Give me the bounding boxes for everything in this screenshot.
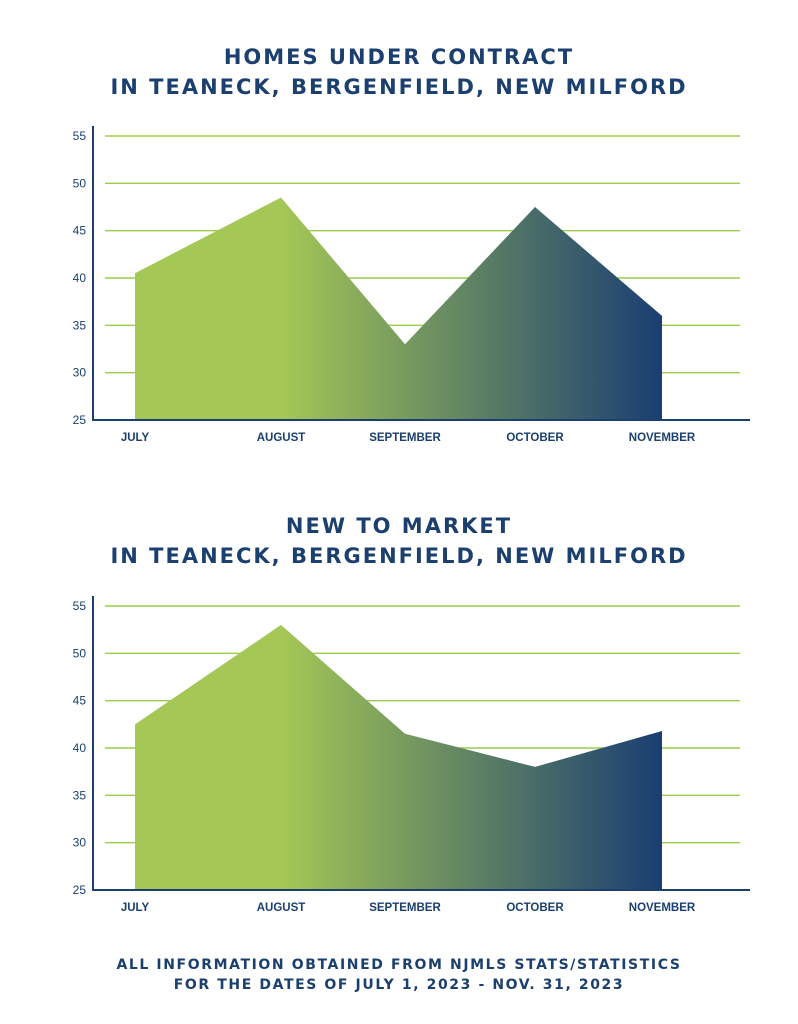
y-tick-label: 30 bbox=[73, 836, 87, 850]
y-tick-label: 45 bbox=[73, 694, 87, 708]
source-footnote: ALL INFORMATION OBTAINED FROM NJMLS STAT… bbox=[0, 955, 798, 995]
y-tick-label: 55 bbox=[73, 599, 87, 613]
y-tick-label: 25 bbox=[73, 413, 87, 427]
x-tick-label: AUGUST bbox=[257, 902, 306, 914]
x-tick-label: OCTOBER bbox=[506, 432, 564, 444]
y-tick-label: 30 bbox=[73, 366, 87, 380]
x-tick-label: JULY bbox=[121, 432, 150, 444]
footnote-line-2: FOR THE DATES OF JULY 1, 2023 - NOV. 31,… bbox=[173, 977, 625, 993]
chart-title-homes-under-contract: HOMES UNDER CONTRACT IN TEANECK, BERGENF… bbox=[0, 42, 798, 102]
chart-title-line-1: HOMES UNDER CONTRACT bbox=[223, 45, 575, 69]
chart-title-new-to-market: NEW TO MARKET IN TEANECK, BERGENFIELD, N… bbox=[0, 511, 798, 571]
y-tick-label: 40 bbox=[73, 271, 87, 285]
chart-title-line-2: IN TEANECK, BERGENFIELD, NEW MILFORD bbox=[110, 75, 688, 99]
x-tick-label: SEPTEMBER bbox=[369, 902, 441, 914]
y-tick-label: 35 bbox=[73, 788, 87, 802]
chart-title-line-2: IN TEANECK, BERGENFIELD, NEW MILFORD bbox=[110, 544, 688, 568]
area-series bbox=[135, 624, 662, 890]
area-series bbox=[135, 197, 662, 420]
y-tick-label: 25 bbox=[73, 883, 87, 897]
y-tick-label: 55 bbox=[73, 129, 87, 143]
x-tick-label: SEPTEMBER bbox=[369, 432, 441, 444]
x-tick-label: OCTOBER bbox=[506, 902, 564, 914]
x-tick-label: NOVEMBER bbox=[629, 432, 696, 444]
y-tick-label: 35 bbox=[73, 318, 87, 332]
chart-title-line-1: NEW TO MARKET bbox=[285, 514, 513, 538]
x-tick-label: JULY bbox=[121, 902, 150, 914]
y-tick-label: 40 bbox=[73, 741, 87, 755]
x-tick-label: AUGUST bbox=[257, 432, 306, 444]
y-tick-label: 50 bbox=[73, 646, 87, 660]
homes-under-contract-chart: 25 30 35 40 45 50 55 JULY AUGUST SEPTEMBER OCTOBER… bbox=[73, 126, 750, 444]
new-to-market-chart: 25 30 35 40 45 50 55 JULY AUGUST SEPTEMBER OCTOBER… bbox=[73, 596, 750, 914]
footnote-line-1: ALL INFORMATION OBTAINED FROM NJMLS STAT… bbox=[116, 957, 682, 973]
y-tick-label: 50 bbox=[73, 176, 87, 190]
x-tick-label: NOVEMBER bbox=[629, 902, 696, 914]
y-tick-label: 45 bbox=[73, 224, 87, 238]
